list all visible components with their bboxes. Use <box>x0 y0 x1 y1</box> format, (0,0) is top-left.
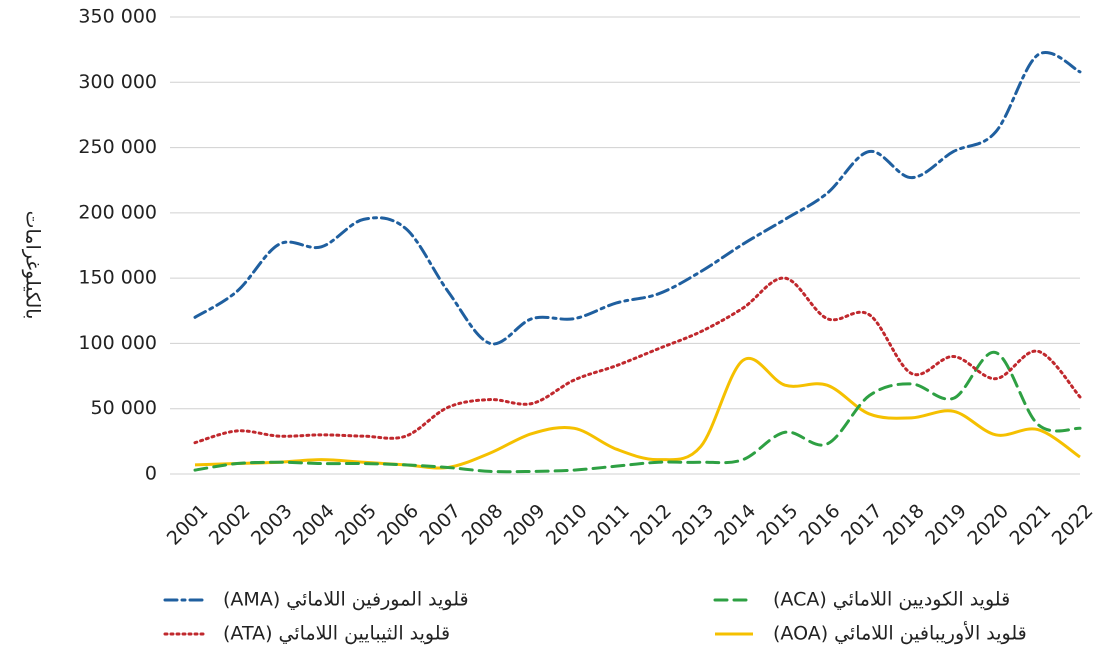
x-tick-label: 2008 <box>458 500 508 550</box>
x-tick-label: 2020 <box>963 500 1013 550</box>
y-tick-label: 350 000 <box>78 6 157 28</box>
series-line <box>194 356 1081 470</box>
y-axis-label: بالكيلوغرامات <box>22 211 44 320</box>
x-tick-label: 2011 <box>584 500 634 550</box>
legend-label: قلويد الأوريبافين اللامائي (AOA) <box>773 622 1027 645</box>
x-tick-label: 2001 <box>163 500 213 550</box>
x-tick-label: 2005 <box>331 500 381 550</box>
x-tick-label: 2002 <box>205 500 255 550</box>
x-tick-label: 2018 <box>879 500 929 550</box>
y-tick-label: 300 000 <box>78 71 157 93</box>
x-tick-label: 2012 <box>626 500 676 550</box>
y-tick-label: 250 000 <box>78 136 157 158</box>
x-tick-label: 2004 <box>289 500 339 550</box>
series-line <box>193 351 1082 474</box>
x-tick-label: 2009 <box>500 500 550 550</box>
x-tick-label: 2015 <box>753 500 803 550</box>
x-tick-label: 2003 <box>247 500 297 550</box>
x-tick-label: 2013 <box>668 500 718 550</box>
x-tick-label: 2007 <box>416 500 466 550</box>
x-tick-label: 2021 <box>1006 500 1056 550</box>
legend-label: قلويد الثيبايين اللامائي (ATA) <box>223 623 450 645</box>
y-tick-label: 0 <box>145 463 157 485</box>
legend-label: قلويد الكوديين اللامائي (ACA) <box>773 589 1010 611</box>
y-tick-label: 50 000 <box>91 397 157 419</box>
x-tick-label: 2010 <box>542 500 592 550</box>
y-tick-label: 100 000 <box>78 332 157 354</box>
x-tick-label: 2014 <box>711 500 761 550</box>
x-tick-label: 2006 <box>373 500 423 550</box>
x-tick-label: 2017 <box>837 500 887 550</box>
legend-label: قلويد المورفين اللامائي (AMA) <box>223 589 469 611</box>
x-tick-label: 2022 <box>1048 500 1096 550</box>
series-line <box>193 51 1082 346</box>
x-tick-label: 2019 <box>921 500 971 550</box>
y-tick-label: 150 000 <box>78 267 157 289</box>
y-tick-label: 200 000 <box>78 201 157 223</box>
series-line <box>193 276 1082 445</box>
x-tick-label: 2016 <box>795 500 845 550</box>
